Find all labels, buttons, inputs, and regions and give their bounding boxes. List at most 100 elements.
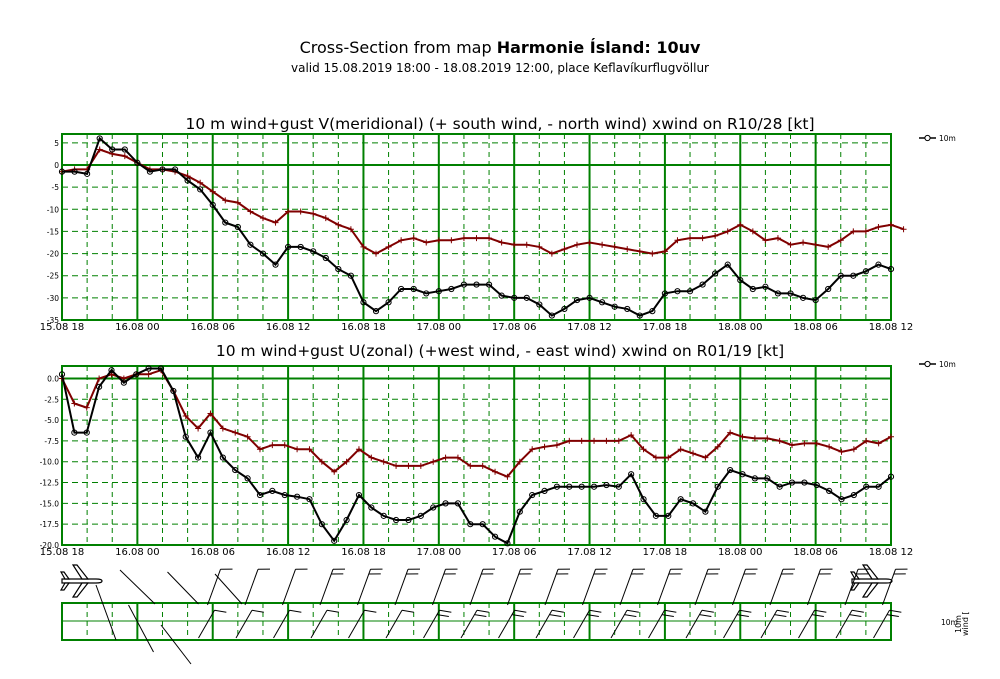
panel-1-wind-point [134, 159, 141, 166]
wind-barb-staff [769, 569, 784, 606]
panel-2-gust-point [739, 433, 746, 440]
panel-1-y-tick-label: -30 [47, 294, 59, 303]
panel-2-gust-point [789, 442, 796, 449]
wind-barb-staff [798, 610, 815, 639]
panel-1-gust-point [611, 243, 618, 250]
panel-1-gust-line [61, 148, 904, 255]
panel-1-wind-point [385, 299, 392, 306]
panel-1-wind-point [272, 261, 279, 268]
barb-frame [61, 602, 892, 641]
panel-1-wind-point [460, 281, 468, 288]
panel-2-gust-point [343, 458, 350, 465]
panel-1-gust-point [511, 241, 518, 248]
panel-2-wind-point [58, 371, 66, 378]
panel-1-gust-point [209, 188, 216, 195]
panel-1-wind-point [485, 281, 493, 288]
wind-barb-staff [723, 610, 740, 639]
wind-barb-staff [694, 569, 709, 606]
panel-2-gust-point [677, 446, 684, 453]
panel-1-wind-point [259, 250, 267, 257]
panel-2-gust-point [182, 412, 189, 419]
panel-2-y-tick-label: -12.5 [40, 479, 60, 488]
panel-2-wind-point [281, 491, 288, 499]
panel-2-wind-point [566, 483, 573, 490]
panel-2-wind-point [71, 429, 78, 436]
panel-1-wind-point [310, 248, 317, 255]
panel-1-x-tick-label: 17.08 06 [492, 322, 537, 333]
panel-1-wind-point [372, 308, 380, 315]
panel-1-gust-point [636, 248, 643, 255]
panel-2-wind-point [293, 493, 301, 500]
panel-1-gust-point [586, 239, 593, 246]
wind-barb-flag [699, 614, 712, 618]
wind-barb-staff [582, 569, 596, 606]
wind-barb-flag [851, 609, 864, 613]
panel-2-x-tick-label: 16.08 06 [190, 547, 235, 558]
wind-barb-flag [889, 609, 902, 613]
panel-1-wind-point [498, 292, 505, 299]
panel-1-wind-point [297, 243, 304, 251]
panel-1-gust-point [197, 179, 204, 186]
panel-2-wind-point [83, 429, 90, 436]
wind-barb-staff [619, 569, 634, 606]
panel-1-x-tick-label: 15.08 18 [40, 322, 85, 333]
panel-1-wind-point [737, 277, 744, 284]
panel-2-gust-point [417, 462, 424, 469]
wind-barb-staff [207, 569, 221, 606]
panel-2-gust-point [430, 458, 437, 465]
panel-2-wind-point [108, 367, 115, 374]
wind-barb-staff [319, 569, 334, 606]
panel-2-gust-point [294, 446, 301, 453]
panel-2-wind-point [417, 512, 424, 519]
panel-2-wind-point [628, 471, 635, 478]
panel-2-title: 10 m wind+gust U(zonal) (+west wind, - e… [216, 342, 784, 360]
panel-2-wind-point [306, 496, 313, 503]
panel-2-gust-point [553, 442, 560, 449]
panel-2-gust-point [863, 437, 870, 444]
panel-1-wind-point [146, 168, 154, 175]
panel-1-wind-point [247, 241, 254, 248]
panel-1-wind-point [661, 290, 669, 297]
wind-barb-flag [251, 609, 264, 613]
wind-barb-flag [476, 609, 489, 613]
panel-2-gust-point [380, 458, 387, 465]
panel-1-gust-point [523, 241, 530, 248]
wind-barb-flag [326, 609, 339, 613]
wind-barb-staff [844, 569, 859, 606]
wind-barb-staff [732, 569, 746, 606]
wind-barb-flag [664, 609, 677, 613]
panel-1-gust-point [850, 228, 857, 235]
panel-2-gust-point [591, 437, 598, 444]
panel-1-gust-point [737, 221, 744, 228]
panel-2-wind-point [170, 387, 177, 395]
wind-barb-flag [214, 609, 227, 613]
panel-2-wind-point [689, 500, 697, 507]
panel-2-gust-point [875, 440, 882, 447]
panel-1-y-tick-label: 0 [54, 161, 59, 170]
panel-2-gust-point [244, 433, 251, 440]
panel-1-legend-label: 10m [939, 134, 956, 143]
panel-2-wind-point [120, 379, 127, 386]
panel-1-gust-point [712, 232, 719, 239]
panel-1-gust-point [787, 241, 794, 248]
panel-1-x-tick-label: 16.08 00 [115, 322, 160, 333]
panel-2-gust-point [368, 454, 375, 461]
panel-2-x-tick-label: 17.08 18 [643, 547, 688, 558]
wind-barb-staff [385, 610, 403, 639]
panel-1-frame [61, 133, 892, 321]
wind-barb-staff [835, 610, 853, 639]
panel-2-wind-point [207, 429, 214, 436]
wind-barb-staff [573, 610, 590, 639]
panel-1-gust-point [423, 239, 430, 246]
panel-1-gust-point [800, 239, 807, 246]
wind-barb-flag [811, 614, 824, 618]
wind-barb-flag [551, 609, 564, 613]
panel-2-gust-point [516, 458, 523, 465]
panel-1-wind-point [599, 299, 606, 306]
panel-2-wind-point [764, 475, 771, 482]
wind-barb-staff [507, 569, 521, 606]
wind-barb-staff [535, 610, 553, 639]
panel-2-x-tick-label: 16.08 18 [341, 547, 386, 558]
panel-1-wind-point [825, 285, 832, 293]
panel-1-wind-point [360, 299, 367, 306]
